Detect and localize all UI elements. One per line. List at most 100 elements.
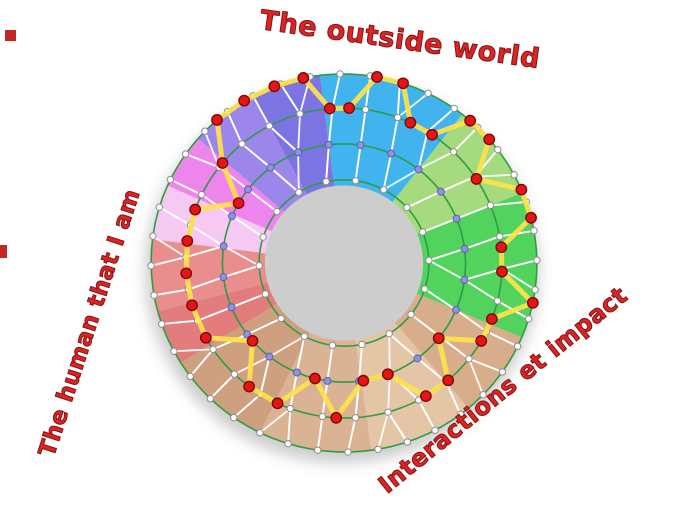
white-node — [450, 104, 458, 113]
red-node — [268, 80, 281, 93]
red-node — [426, 128, 438, 141]
purple-node — [243, 330, 252, 339]
white-node — [155, 203, 164, 211]
sector-salmon-dark — [157, 282, 278, 363]
red-artifact-marker — [0, 245, 7, 258]
red-node — [189, 203, 202, 216]
white-node — [403, 438, 412, 446]
white-node — [424, 89, 432, 97]
sector-purple-light — [198, 95, 307, 212]
purple-node — [356, 141, 365, 150]
red-artifact-marker — [5, 30, 16, 41]
purple-node — [292, 368, 301, 377]
sector-tan-mid — [259, 332, 372, 453]
white-node — [531, 286, 539, 294]
sector-purple-dark — [252, 75, 335, 195]
white-node — [524, 315, 533, 323]
red-node — [330, 411, 343, 424]
red-node — [343, 102, 355, 114]
white-node — [313, 446, 322, 454]
red-node — [238, 94, 251, 107]
white-node — [197, 190, 206, 199]
red-node — [432, 332, 445, 345]
white-node — [238, 140, 246, 148]
red-node — [186, 299, 198, 312]
red-node — [309, 372, 321, 385]
layer-path — [183, 74, 536, 421]
sector-pink-light — [152, 185, 272, 254]
white-node — [496, 232, 504, 241]
sector-green-bright — [416, 192, 537, 338]
red-node — [419, 390, 432, 403]
white-node — [351, 176, 360, 185]
sector-magenta — [167, 138, 285, 232]
purple-node — [294, 148, 303, 157]
white-node — [256, 429, 264, 437]
white-node — [328, 341, 337, 350]
purple-node — [219, 273, 228, 282]
white-node — [295, 188, 303, 197]
purple-node — [266, 163, 275, 172]
purple-node — [387, 149, 396, 158]
white-node — [510, 171, 518, 179]
red-node — [470, 173, 483, 185]
white-node — [465, 355, 473, 363]
white-node — [385, 329, 393, 338]
layer-lines — [150, 73, 538, 453]
white-node — [530, 227, 538, 235]
white-node — [407, 310, 415, 319]
purple-node — [460, 275, 469, 284]
white-node — [533, 256, 541, 264]
white-node — [166, 175, 175, 184]
red-node — [397, 77, 409, 90]
purple-node — [436, 187, 445, 196]
white-node — [230, 413, 238, 422]
red-node — [243, 380, 256, 393]
white-node — [456, 410, 465, 419]
red-node — [381, 368, 394, 381]
white-node — [431, 426, 439, 434]
white-node — [344, 448, 352, 456]
white-node — [230, 370, 239, 378]
white-node — [449, 148, 458, 156]
purple-node — [324, 140, 333, 149]
red-node — [442, 374, 455, 387]
white-node — [284, 439, 292, 448]
white-node — [277, 314, 285, 323]
white-node — [498, 368, 507, 376]
purple-node — [413, 354, 422, 363]
white-node — [286, 404, 295, 413]
red-node — [180, 267, 193, 280]
red-node — [181, 235, 194, 247]
white-node — [379, 185, 388, 194]
red-node — [464, 114, 477, 127]
white-node — [158, 320, 166, 328]
red-node — [485, 313, 498, 325]
layer-red — [180, 70, 539, 424]
white-node — [318, 412, 327, 421]
white-node — [336, 70, 344, 78]
purple-node — [219, 242, 228, 251]
white-node — [418, 228, 427, 236]
red-node — [495, 241, 508, 254]
white-node — [300, 332, 309, 341]
red-node — [246, 334, 259, 347]
red-node — [525, 211, 537, 224]
white-node — [201, 127, 209, 135]
red-node — [483, 133, 496, 146]
red-node — [526, 296, 539, 309]
red-node — [199, 331, 212, 344]
white-node — [479, 391, 487, 399]
purple-node — [227, 212, 236, 221]
white-node — [393, 113, 402, 122]
purple-node — [323, 376, 332, 385]
red-node — [297, 72, 310, 84]
white-node — [273, 207, 281, 216]
white-node — [494, 145, 502, 154]
white-node — [425, 256, 433, 265]
sector-salmon — [151, 239, 268, 312]
white-node — [403, 203, 411, 212]
white-node — [206, 394, 215, 403]
red-node — [496, 265, 508, 278]
